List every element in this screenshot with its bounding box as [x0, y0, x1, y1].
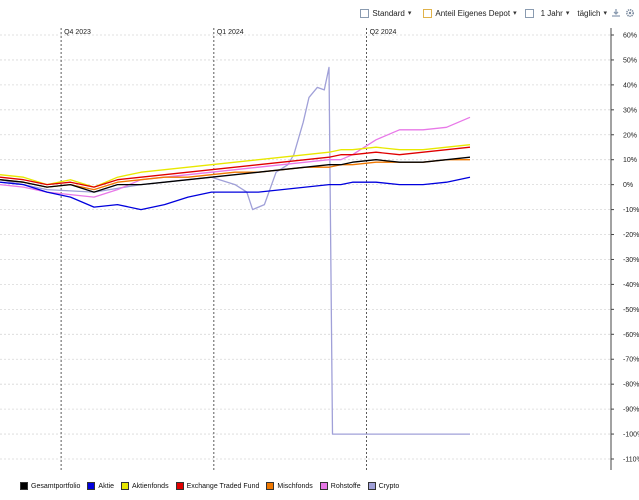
legend-swatch	[367, 482, 376, 490]
legend-label: Aktienfonds	[131, 482, 169, 490]
legend-label: Mischfonds	[277, 482, 313, 490]
range-dropdown-arrow-icon[interactable]: ▾	[565, 10, 570, 17]
y-tick-label: 10%	[623, 157, 637, 164]
legend-swatch	[175, 482, 184, 490]
mode-dropdown-arrow-icon[interactable]: ▾	[513, 10, 517, 17]
view-dropdown-arrow-icon[interactable]: ▾	[407, 10, 412, 17]
y-tick-label: 20%	[623, 132, 637, 139]
legend-label: Crypto	[378, 482, 400, 490]
mode-select-label: Anteil Eigenes Depot	[435, 8, 511, 18]
series-line-aktienfonds	[0, 144, 471, 188]
y-tick-label: -50%	[623, 307, 639, 314]
quarter-marker-label: Q2 2024	[370, 29, 397, 36]
legend-label: Gesamtportfolio	[31, 482, 81, 490]
y-tick-label: -20%	[623, 232, 639, 239]
mode-select[interactable]: Anteil Eigenes Depot ▾	[423, 8, 517, 18]
y-axis-ticks: 60% 50% 40% 30% 20% 10% 0% -10% -20% -30% -40% -50%…	[611, 33, 639, 464]
quarter-marker-label: Q4 2023	[64, 29, 91, 36]
y-tick-label: -90%	[623, 407, 639, 414]
grid-layer	[0, 34, 611, 460]
settings-gear-icon[interactable]	[625, 8, 635, 18]
interval-select-label: täglich	[577, 8, 601, 18]
y-tick-label: -10%	[623, 207, 639, 214]
series-line-exchange-traded-fund	[0, 146, 471, 188]
chart-legend: Gesamtportfolio Aktie Aktienfonds Exchange …	[20, 482, 399, 490]
y-tick-label: -60%	[623, 332, 639, 339]
range-select-label: 1 Jahr	[540, 8, 563, 18]
legend-item-rohstoffe[interactable]: Rohstoffe	[319, 482, 361, 490]
performance-chart: Q4 2023 Q1 2024 Q2 2024 60% 50% 40% 30% 20% 10%…	[0, 28, 639, 470]
range-select[interactable]: 1 Jahr ▾	[524, 8, 570, 18]
y-tick-label: -100%	[623, 432, 639, 439]
y-tick-label: -40%	[623, 282, 639, 289]
y-tick-label: 60%	[623, 33, 637, 40]
y-tick-label: 40%	[623, 82, 637, 89]
legend-label: Rohstoffe	[330, 482, 361, 490]
legend-label: Aktie	[98, 482, 114, 490]
y-tick-label: 0%	[623, 182, 633, 189]
legend-item-crypto[interactable]: Crypto	[367, 482, 400, 490]
legend-swatch	[20, 482, 28, 490]
y-tick-label: -80%	[623, 382, 639, 389]
series-line-aktie	[0, 176, 471, 211]
mode-select-icon	[423, 8, 433, 18]
legend-item-exchange-traded-fund[interactable]: Exchange Traded Fund	[175, 482, 260, 490]
quarter-marker-label: Q1 2024	[217, 29, 244, 36]
legend-item-mischfonds[interactable]: Mischfonds	[266, 482, 313, 490]
series-line-rohstoffe	[0, 116, 471, 198]
legend-swatch	[120, 482, 129, 490]
view-select-icon	[360, 8, 370, 18]
y-tick-label: -110%	[623, 457, 639, 464]
series-lines	[0, 66, 471, 435]
legend-swatch	[266, 482, 275, 490]
view-select-label: Standard	[372, 8, 405, 18]
legend-item-aktie[interactable]: Aktie	[87, 482, 114, 490]
series-line-crypto	[0, 66, 470, 435]
y-tick-label: -30%	[623, 257, 639, 264]
legend-item-aktienfonds[interactable]: Aktienfonds	[120, 482, 169, 490]
interval-select[interactable]: täglich ▾	[577, 9, 607, 18]
y-tick-label: 30%	[623, 107, 637, 114]
legend-swatch	[87, 482, 96, 490]
y-tick-label: 50%	[623, 57, 637, 64]
download-icon[interactable]	[611, 8, 621, 18]
view-select[interactable]: Standard ▾	[360, 8, 412, 18]
legend-swatch	[319, 482, 328, 490]
calendar-icon	[524, 8, 534, 18]
legend-label: Exchange Traded Fund	[186, 482, 260, 490]
legend-item-gesamtportfolio[interactable]: Gesamtportfolio	[20, 482, 80, 490]
quarter-markers: Q4 2023 Q1 2024 Q2 2024	[60, 28, 397, 470]
series-line-mischfonds	[0, 159, 470, 191]
interval-dropdown-arrow-icon[interactable]: ▾	[603, 10, 607, 17]
y-tick-label: -70%	[623, 357, 639, 364]
series-line-gesamtportfolio	[0, 156, 471, 193]
chart-toolbar: Standard ▾ Anteil Eigenes Depot ▾ 1 Jahr…	[360, 5, 635, 21]
